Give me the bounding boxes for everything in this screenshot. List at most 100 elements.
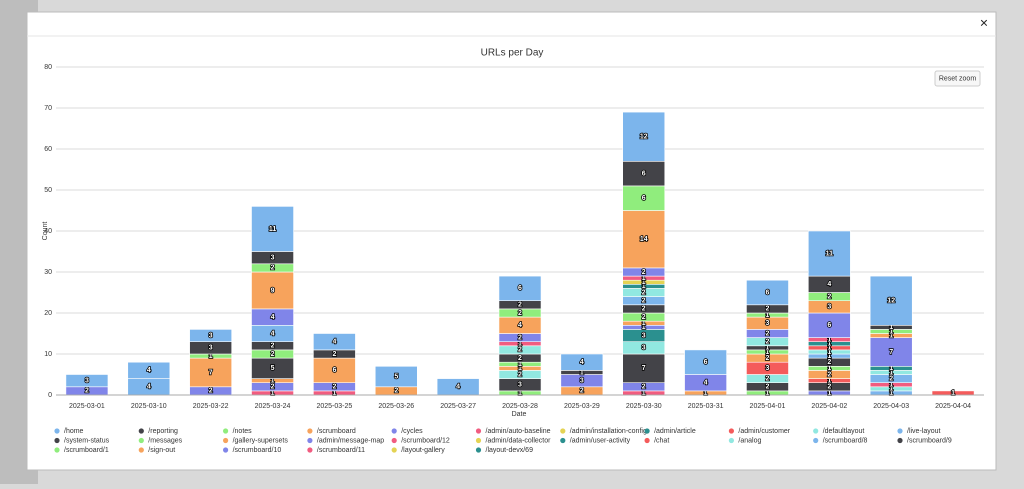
legend-label: /scrumboard/1 xyxy=(64,447,109,454)
segment-label: 4 xyxy=(704,380,708,387)
legend-label: /admin/data-collector xyxy=(486,437,552,444)
x-tick-label: 2025-04-03 xyxy=(873,403,909,410)
segment-label: 1 xyxy=(766,345,770,352)
close-button[interactable]: × xyxy=(980,15,988,31)
segment-label: 1 xyxy=(642,390,646,397)
legend-marker xyxy=(307,447,313,453)
legend-label: /defaultlayout xyxy=(823,428,865,435)
legend-label: /admin/auto-baseline xyxy=(486,428,551,435)
reset-zoom-button[interactable] xyxy=(934,70,981,87)
segment-label: 2 xyxy=(766,384,770,391)
y-tick-label: 60 xyxy=(44,146,52,153)
segment-label: 5 xyxy=(271,365,275,372)
segment-label: 2 xyxy=(518,310,522,317)
legend-marker xyxy=(391,437,397,444)
x-tick-label: 2025-04-01 xyxy=(750,403,786,410)
legend-marker xyxy=(560,437,566,444)
segment-label: 1 xyxy=(889,369,893,376)
legend-marker xyxy=(813,437,819,444)
segment-label: 1 xyxy=(518,361,522,368)
reset-zoom-label[interactable]: Reset zoom xyxy=(939,75,977,82)
segment-label: 11 xyxy=(269,226,277,233)
legend-marker xyxy=(138,428,144,434)
bar-segment xyxy=(127,361,171,379)
x-tick-label: 2025-03-25 xyxy=(316,403,352,410)
segment-label: 2 xyxy=(642,314,646,321)
bar-segment xyxy=(560,353,604,371)
bar-segment xyxy=(313,333,356,351)
segment-label: 2 xyxy=(642,298,646,305)
segment-label: 7 xyxy=(642,365,646,372)
segment-label: 1 xyxy=(642,324,646,331)
x-tick-label: 2025-03-30 xyxy=(626,403,662,410)
segment-label: 2 xyxy=(332,384,336,391)
legend-label: /sign-out xyxy=(148,447,175,454)
legend-label: /admin/article xyxy=(654,428,696,435)
bar-segment xyxy=(498,275,542,302)
legend-marker xyxy=(391,447,397,453)
x-tick-label: 2025-04-04 xyxy=(935,403,971,410)
y-tick-label: 20 xyxy=(44,310,52,317)
segment-label: 4 xyxy=(827,281,831,288)
bar-segment xyxy=(807,230,851,277)
legend-label: /admin/user-activity xyxy=(570,437,631,444)
segment-label: 2 xyxy=(766,306,770,313)
legend-marker xyxy=(223,447,229,453)
legend-marker xyxy=(307,437,313,444)
segment-label: 1 xyxy=(518,365,522,372)
x-tick-label: 2025-03-26 xyxy=(378,403,414,410)
segment-label: 5 xyxy=(394,373,398,380)
segment-label: 1 xyxy=(642,275,646,282)
bar-segment xyxy=(622,161,666,187)
segment-label: 1 xyxy=(642,320,646,327)
segment-label: 1 xyxy=(642,279,646,286)
segment-label: 3 xyxy=(271,254,275,261)
bar-segment xyxy=(869,337,913,367)
segment-label: 2 xyxy=(827,359,831,366)
segment-label: 1 xyxy=(889,365,893,372)
legend-marker xyxy=(475,437,482,444)
segment-label: 2 xyxy=(580,388,584,395)
segment-label: 6 xyxy=(704,359,708,366)
bar-segment xyxy=(746,279,789,306)
legend-marker xyxy=(644,437,650,444)
legend-label: /scrumboard xyxy=(317,428,356,435)
legend-label: /analog xyxy=(738,437,761,444)
legend-marker xyxy=(560,428,566,434)
legend-marker xyxy=(897,428,903,434)
segment-label: 1 xyxy=(889,328,893,335)
bar-segment xyxy=(622,210,666,269)
y-tick-label: 50 xyxy=(44,187,52,194)
x-tick-label: 2025-03-10 xyxy=(131,403,167,410)
segment-label: 1 xyxy=(704,390,708,397)
segment-label: 4 xyxy=(332,339,336,346)
segment-label: 1 xyxy=(642,283,646,290)
segment-label: 2 xyxy=(827,371,831,378)
segment-label: 4 xyxy=(518,322,522,329)
segment-label: 2 xyxy=(271,343,275,350)
segment-label: 4 xyxy=(580,359,584,366)
x-tick-label: 2025-04-02 xyxy=(811,403,847,410)
segment-label: 2 xyxy=(271,265,275,272)
segment-label: 1 xyxy=(827,341,831,348)
segment-label: 12 xyxy=(640,134,648,141)
legend-label: /scrumboard/10 xyxy=(233,447,282,454)
segment-label: 1 xyxy=(827,365,831,372)
segment-label: 2 xyxy=(889,375,893,382)
legend-marker xyxy=(223,437,229,444)
x-tick-label: 2025-03-01 xyxy=(69,403,105,410)
y-tick-label: 70 xyxy=(44,105,52,112)
bar-segment xyxy=(251,206,294,252)
segment-label: 3 xyxy=(580,377,584,384)
segment-label: 6 xyxy=(827,322,831,329)
legend-marker xyxy=(138,447,144,453)
bar-segment xyxy=(869,275,913,326)
legend-label: /notes xyxy=(233,428,253,435)
legend-marker xyxy=(897,437,903,444)
segment-label: 6 xyxy=(518,285,522,292)
segment-label: 4 xyxy=(271,314,275,321)
legend-marker xyxy=(475,428,482,434)
segment-label: 1 xyxy=(580,369,584,376)
segment-label: 1 xyxy=(827,353,831,360)
